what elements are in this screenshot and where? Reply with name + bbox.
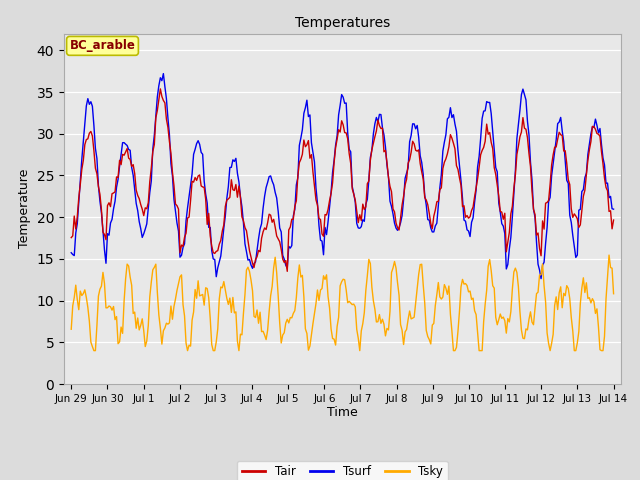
X-axis label: Time: Time <box>327 407 358 420</box>
Title: Temperatures: Temperatures <box>295 16 390 30</box>
Legend: Tair, Tsurf, Tsky: Tair, Tsurf, Tsky <box>237 461 448 480</box>
Text: BC_arable: BC_arable <box>70 39 136 52</box>
Y-axis label: Temperature: Temperature <box>18 169 31 249</box>
